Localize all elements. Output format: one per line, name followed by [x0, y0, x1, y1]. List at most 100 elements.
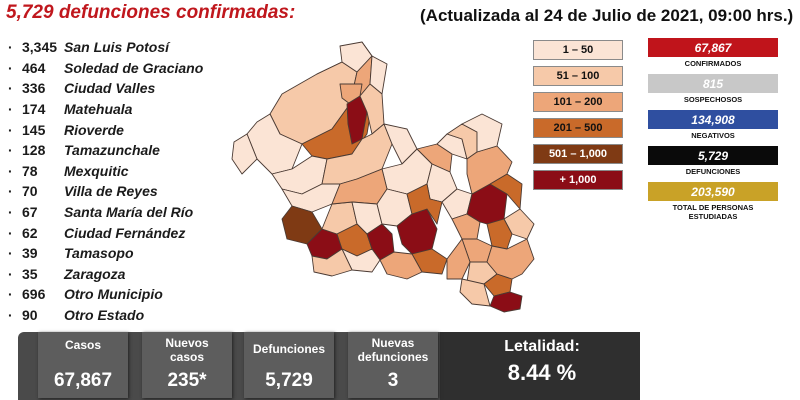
municipality-count: 70 [22, 183, 38, 200]
tile-nuevos-casos-label: Nuevos casos [165, 336, 209, 364]
municipality-name: Ciudad Valles [64, 80, 156, 97]
municipality-region [486, 218, 513, 250]
municipality-name: Zaragoza [64, 265, 126, 282]
municipality-count: 67 [22, 204, 38, 221]
municipality-row: · 39 Tamasopo [8, 243, 228, 264]
municipality-count: 3,345 [22, 39, 58, 56]
municipality-row: · 90 Otro Estado [8, 305, 228, 326]
summary-bar-dark-section [440, 332, 640, 400]
municipality-row: · 336 Ciudad Valles [8, 78, 228, 99]
bullet: · [8, 307, 13, 324]
municipality-row: · 174 Matehuala [8, 99, 228, 120]
municipality-count: 145 [22, 121, 46, 138]
tile-nuevas-defunciones-label: Nuevas defunciones [357, 336, 429, 364]
municipality-count: 35 [22, 265, 38, 282]
bullet: · [8, 121, 13, 138]
municipality-region [461, 113, 503, 153]
municipality-name: Ciudad Fernández [64, 224, 186, 241]
letalidad-value: 8.44 % [507, 360, 577, 385]
page-title: 5,729 defunciones confirmadas: [6, 2, 296, 23]
stat-label: CONFIRMADOS [684, 59, 742, 68]
municipality-name: Mexquitic [64, 162, 129, 179]
bullet: · [8, 204, 13, 221]
municipality-row: · 128 Tamazunchale [8, 140, 228, 161]
update-header: (Actualizada al 24 de Julio de 2021, 09:… [420, 6, 794, 25]
map-legend: 1 – 50 51 – 100 101 – 200 201 – 500 501 – 1,… [533, 40, 623, 196]
stat-block: 67,867 CONFIRMADOS [648, 38, 778, 68]
municipality-row: · 78 Mexquitic [8, 161, 228, 182]
legend-item: 501 – 1,000 [533, 144, 623, 164]
municipality-region [451, 213, 481, 240]
municipality-count: 464 [22, 59, 46, 76]
tile-nuevas-defunciones: Nuevas defunciones 3 [348, 332, 438, 398]
municipality-name: Otro Municipio [64, 286, 163, 303]
stats-panel: 67,867 CONFIRMADOS 815 SOSPECHOSOS 134,908 NE… [648, 38, 778, 227]
bullet: · [8, 101, 13, 118]
bullet: · [8, 162, 13, 179]
bullet: · [8, 59, 13, 76]
municipality-count: 174 [22, 101, 46, 118]
stat-label: TOTAL DE PERSONAS ESTUDIADAS [672, 203, 754, 221]
municipality-region [483, 273, 513, 297]
legend-item: 1 – 50 [533, 40, 623, 60]
tile-nuevos-casos-value: 235* [167, 370, 207, 391]
bullet: · [8, 224, 13, 241]
stat-label: NEGATIVOS [691, 131, 735, 140]
municipality-count: 336 [22, 80, 46, 97]
municipality-row: · 3,345 San Luis Potosí [8, 37, 228, 58]
municipality-name: Tamasopo [64, 245, 134, 262]
municipality-row: · 70 Villa de Reyes [8, 181, 228, 202]
bullet: · [8, 265, 13, 282]
municipality-count: 39 [22, 245, 38, 262]
stat-value: 134,908 [648, 110, 778, 129]
letalidad-label: Letalidad: [504, 338, 580, 355]
municipality-name: Villa de Reyes [64, 183, 158, 200]
tile-nuevos-casos: Nuevos casos 235* [142, 332, 232, 398]
municipality-list: · 3,345 San Luis Potosí · 464 Soledad de Grac… [8, 37, 228, 325]
municipality-region [311, 248, 353, 277]
stat-value: 203,590 [648, 182, 778, 201]
municipality-count: 78 [22, 162, 38, 179]
state-map [231, 41, 535, 313]
tile-casos-label: Casos [64, 338, 102, 352]
stat-label: SOSPECHOSOS [683, 95, 743, 104]
tile-defunciones: Defunciones 5,729 [244, 332, 334, 398]
bullet: · [8, 286, 13, 303]
legend-item: + 1,000 [533, 170, 623, 190]
municipality-region [416, 143, 453, 173]
municipality-name: San Luis Potosí [64, 39, 170, 56]
municipality-count: 62 [22, 224, 38, 241]
municipality-region [459, 278, 491, 307]
legend-item: 101 – 200 [533, 92, 623, 112]
municipality-row: · 35 Zaragoza [8, 264, 228, 285]
municipality-row: · 696 Otro Municipio [8, 284, 228, 305]
municipality-name: Rioverde [64, 121, 124, 138]
municipality-name: Tamazunchale [64, 142, 160, 159]
municipality-row: · 67 Santa María del Río [8, 202, 228, 223]
tile-casos-value: 67,867 [53, 370, 113, 391]
municipality-region [486, 238, 535, 280]
stat-value: 67,867 [648, 38, 778, 57]
municipality-region [379, 251, 423, 280]
municipality-region [446, 238, 471, 280]
stat-block: 5,729 DEFUNCIONES [648, 146, 778, 176]
municipality-name: Matehuala [64, 101, 133, 118]
stat-block: 134,908 NEGATIVOS [648, 110, 778, 140]
tile-defunciones-value: 5,729 [265, 370, 313, 391]
municipality-row: · 62 Ciudad Fernández [8, 222, 228, 243]
bullet: · [8, 80, 13, 97]
stat-value: 5,729 [648, 146, 778, 165]
municipality-region [406, 183, 443, 225]
legend-item: 51 – 100 [533, 66, 623, 86]
municipality-count: 128 [22, 142, 46, 159]
stat-label: DEFUNCIONES [685, 167, 741, 176]
municipality-row: · 145 Rioverde [8, 119, 228, 140]
municipality-count: 696 [22, 286, 46, 303]
municipality-region [231, 133, 258, 175]
legend-item: 201 – 500 [533, 118, 623, 138]
municipality-row: · 464 Soledad de Graciano [8, 58, 228, 79]
municipality-region [466, 145, 513, 195]
bullet: · [8, 39, 13, 56]
bullet: · [8, 142, 13, 159]
municipality-name: Otro Estado [64, 307, 145, 324]
